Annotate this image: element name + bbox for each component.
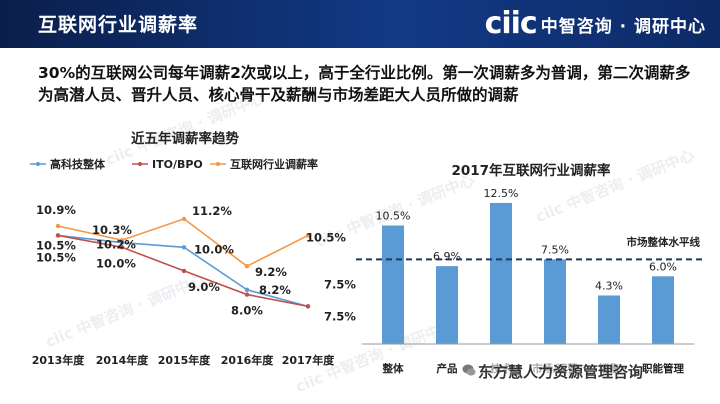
legend-marker-hitech bbox=[36, 162, 40, 166]
data-label: 10.3% bbox=[92, 223, 132, 237]
data-label: 10.2% bbox=[96, 238, 136, 252]
bar bbox=[436, 266, 458, 344]
footer-source: 东方慧人力资源管理咨询 bbox=[478, 361, 643, 382]
wechat-icon bbox=[462, 363, 476, 377]
legend-label-hitech: 高科技整体 bbox=[50, 157, 106, 171]
legend-marker-internet bbox=[216, 162, 220, 166]
line-chart-title: 近五年调薪率趋势 bbox=[131, 130, 239, 147]
data-label: 10.0% bbox=[194, 242, 234, 256]
data-label: 11.2% bbox=[192, 204, 232, 218]
bar-value-label: 7.5% bbox=[541, 243, 569, 256]
bar bbox=[382, 226, 404, 345]
data-label: 10.5% bbox=[306, 230, 346, 244]
data-label: 7.5% bbox=[324, 277, 356, 291]
legend-label-internet: 互联网行业调薪率 bbox=[230, 157, 318, 171]
data-label: 8.2% bbox=[259, 283, 291, 297]
legend-label-ito: ITO/BPO bbox=[152, 158, 203, 171]
bar bbox=[544, 259, 566, 344]
data-point bbox=[182, 245, 186, 249]
legend-marker-ito bbox=[138, 162, 142, 166]
bar-value-label: 10.5% bbox=[376, 210, 411, 223]
x-tick-label: 2016年度 bbox=[221, 353, 275, 367]
data-point bbox=[182, 217, 186, 221]
bar bbox=[598, 295, 620, 344]
x-tick-label: 2013年度 bbox=[32, 353, 86, 367]
bar-chart-plot bbox=[382, 203, 674, 344]
data-label: 10.0% bbox=[96, 256, 136, 270]
reference-line-label: 市场整体水平线 bbox=[627, 235, 701, 248]
data-point bbox=[182, 269, 186, 273]
line-chart-x-axis: 2013年度 2014年度 2015年度 2016年度 2017年度 bbox=[32, 353, 336, 367]
data-point bbox=[56, 233, 60, 237]
data-point bbox=[306, 304, 310, 308]
data-point bbox=[245, 288, 249, 292]
data-label: 7.5% bbox=[324, 309, 356, 323]
x-tick-label: 2014年度 bbox=[96, 353, 150, 367]
bar-value-label: 4.3% bbox=[595, 279, 623, 292]
data-label: 9.0% bbox=[188, 280, 220, 294]
bar bbox=[652, 276, 674, 344]
x-tick-label: 2017年度 bbox=[282, 353, 336, 367]
data-label: 9.2% bbox=[255, 265, 287, 279]
bar-chart-title: 2017年互联网行业调薪率 bbox=[451, 162, 611, 179]
x-tick-label: 职能管理 bbox=[642, 362, 684, 375]
bar bbox=[490, 203, 512, 344]
data-point bbox=[245, 292, 249, 296]
data-point bbox=[56, 224, 60, 228]
bar-value-label: 12.5% bbox=[484, 187, 519, 200]
line-chart-legend: 高科技整体 ITO/BPO 互联网行业调薪率 bbox=[30, 157, 318, 171]
x-tick-label: 整体 bbox=[382, 362, 404, 375]
x-tick-label: 产品 bbox=[437, 362, 458, 375]
data-label: 10.5% bbox=[36, 250, 76, 264]
data-label: 8.0% bbox=[231, 304, 263, 318]
data-point bbox=[245, 264, 249, 268]
x-tick-label: 2015年度 bbox=[158, 353, 212, 367]
bar-value-label: 6.9% bbox=[433, 250, 461, 263]
data-label: 10.9% bbox=[36, 203, 76, 217]
bar-value-label: 6.0% bbox=[649, 260, 677, 273]
